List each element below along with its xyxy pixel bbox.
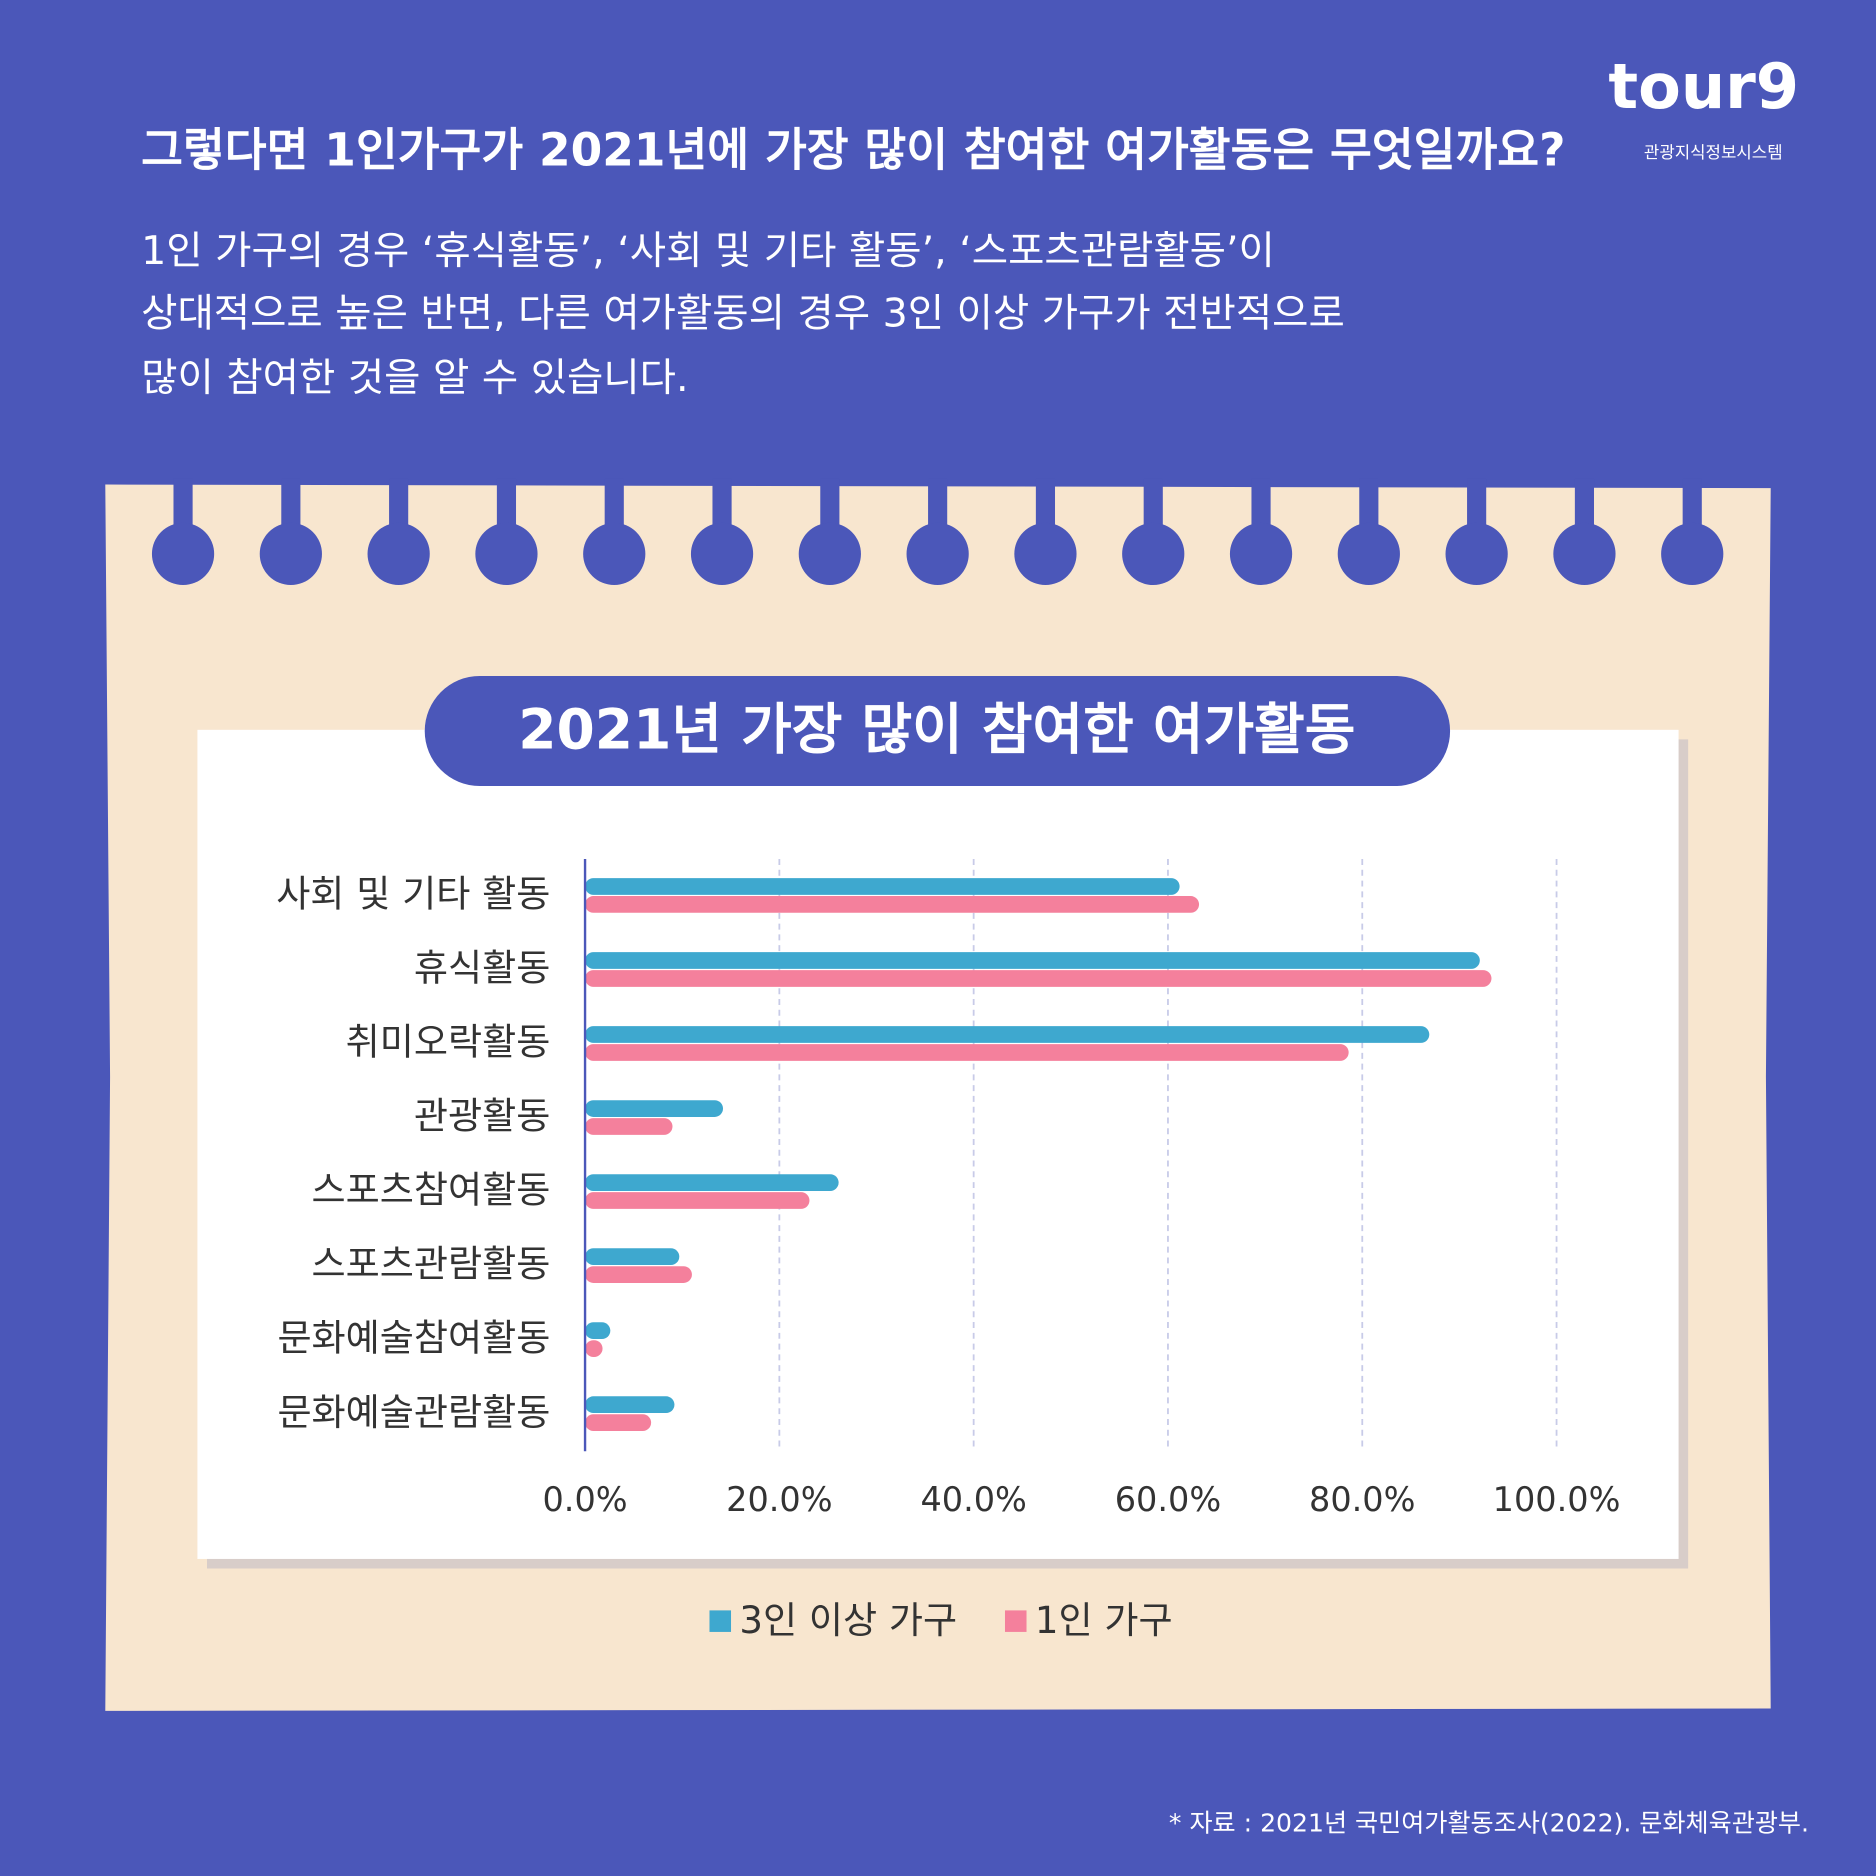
x-tick-label: 40.0% (920, 1480, 1026, 1519)
bar (585, 1340, 603, 1357)
category-label: 관광활동 (414, 1095, 550, 1138)
description: 상대적으로 높은 반면, 다른 여가활동의 경우 3인 이상 가구가 전반적으로 (141, 290, 1345, 336)
bar (585, 1396, 675, 1414)
hole (1229, 522, 1293, 586)
hole (906, 522, 969, 586)
description: 많이 참여한 것을 알 수 있습니다. (141, 355, 688, 401)
bar (585, 1044, 1349, 1061)
card (197, 729, 1679, 1559)
logo: tour9 (1608, 50, 1799, 123)
category-label: 문화예술참여활동 (277, 1317, 550, 1360)
bar (585, 970, 1492, 987)
x-tick-label: 100.0% (1493, 1480, 1621, 1519)
bar (585, 1248, 680, 1265)
hole (1553, 522, 1616, 586)
bar (585, 952, 1480, 969)
legend-label: 3인 이상 가구 (739, 1599, 957, 1642)
x-tick-label: 80.0% (1309, 1480, 1415, 1519)
category-label: 취미오락활동 (346, 1021, 551, 1064)
holes (151, 478, 1724, 586)
hole (798, 522, 861, 586)
hole (1122, 522, 1185, 586)
x-tick-label: 20.0% (726, 1480, 832, 1519)
bar (585, 1118, 673, 1135)
source: * 자료 : 2021년 국민여가활동조사(2022). 문화체육관광부. (1169, 1809, 1809, 1838)
hole (259, 522, 322, 586)
title-pill (424, 675, 1451, 787)
chart-title: 2021년 가장 많이 참여한 여가활동 (518, 698, 1355, 762)
hole (475, 522, 538, 586)
legend-swatch (709, 1610, 732, 1632)
category-label: 스포츠참여활동 (312, 1169, 551, 1212)
bar (585, 896, 1200, 913)
bar (585, 1266, 692, 1283)
hole (1337, 522, 1400, 586)
logo-caption: 관광지식정보시스템 (1644, 142, 1783, 162)
description: 1인 가구의 경우 ‘휴식활동’, ‘사회 및 기타 활동’, ‘스포츠관람활동… (141, 228, 1275, 274)
category-label: 휴식활동 (414, 947, 550, 990)
bar (585, 1322, 611, 1340)
hole (1661, 522, 1724, 586)
bar (585, 878, 1180, 895)
hole (367, 522, 430, 586)
heading: 그렇다면 1인가구가 2021년에 가장 많이 참여한 여가활동은 무엇일까요? (141, 124, 1565, 177)
bar (585, 1414, 652, 1432)
category-label: 사회 및 기타 활동 (276, 873, 550, 916)
legend-swatch (1004, 1610, 1027, 1632)
bar (585, 1192, 810, 1209)
bar (585, 1174, 839, 1191)
hole (151, 522, 215, 586)
x-tick-label: 0.0% (542, 1480, 627, 1519)
hole (690, 522, 754, 586)
hole (1014, 522, 1077, 586)
x-tick-label: 60.0% (1115, 1480, 1221, 1519)
hole (583, 522, 646, 586)
legend-label: 1인 가구 (1035, 1599, 1173, 1642)
bar (585, 1026, 1430, 1043)
category-label: 스포츠관람활동 (312, 1243, 551, 1286)
hole (1445, 522, 1508, 586)
category-label: 문화예술관람활동 (277, 1391, 550, 1434)
bar (585, 1100, 724, 1117)
